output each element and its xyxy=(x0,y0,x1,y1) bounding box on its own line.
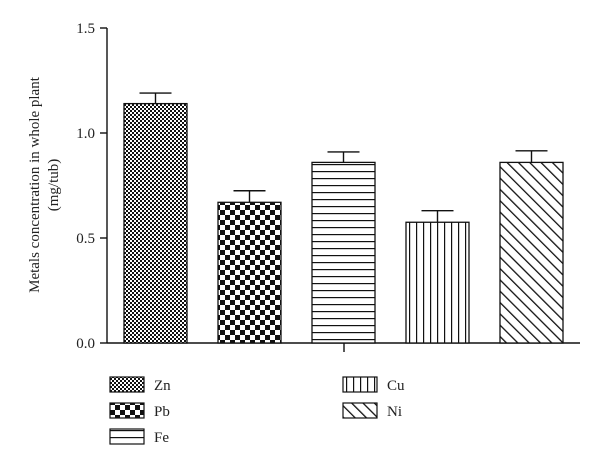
y-tick-label: 0.0 xyxy=(76,336,95,352)
bar-zn xyxy=(123,102,188,344)
legend: Zn Pb Fe Cu Ni xyxy=(109,376,405,446)
legend-item-ni: Ni xyxy=(342,402,402,420)
legend-item-cu: Cu xyxy=(342,376,405,394)
legend-label: Zn xyxy=(154,378,171,394)
legend-item-zn: Zn xyxy=(109,376,171,394)
legend-label: Ni xyxy=(387,404,402,420)
y-axis-title-line2: (mg/tub) xyxy=(46,159,62,212)
legend-swatch xyxy=(342,402,378,419)
y-ticks: 0.0 0.5 1.0 1.5 xyxy=(76,21,107,352)
y-tick-label: 0.5 xyxy=(76,231,95,247)
error-bars xyxy=(139,92,548,352)
bar-ni xyxy=(499,161,564,344)
bar-pb xyxy=(217,201,282,344)
bar-cu xyxy=(405,221,470,344)
legend-item-pb: Pb xyxy=(109,402,170,420)
legend-swatch xyxy=(109,376,145,393)
legend-label: Fe xyxy=(154,430,169,446)
legend-swatch xyxy=(109,428,145,445)
legend-label: Pb xyxy=(154,404,170,420)
legend-swatch xyxy=(342,376,378,393)
legend-label: Cu xyxy=(387,378,405,394)
y-tick-label: 1.5 xyxy=(76,21,95,37)
bars xyxy=(123,102,564,344)
y-tick-label: 1.0 xyxy=(76,126,95,142)
y-axis-title-line1: Metals concentration in whole plant xyxy=(27,76,43,293)
legend-item-fe: Fe xyxy=(109,428,169,446)
legend-swatch xyxy=(109,402,145,419)
bar-fe xyxy=(311,161,376,344)
